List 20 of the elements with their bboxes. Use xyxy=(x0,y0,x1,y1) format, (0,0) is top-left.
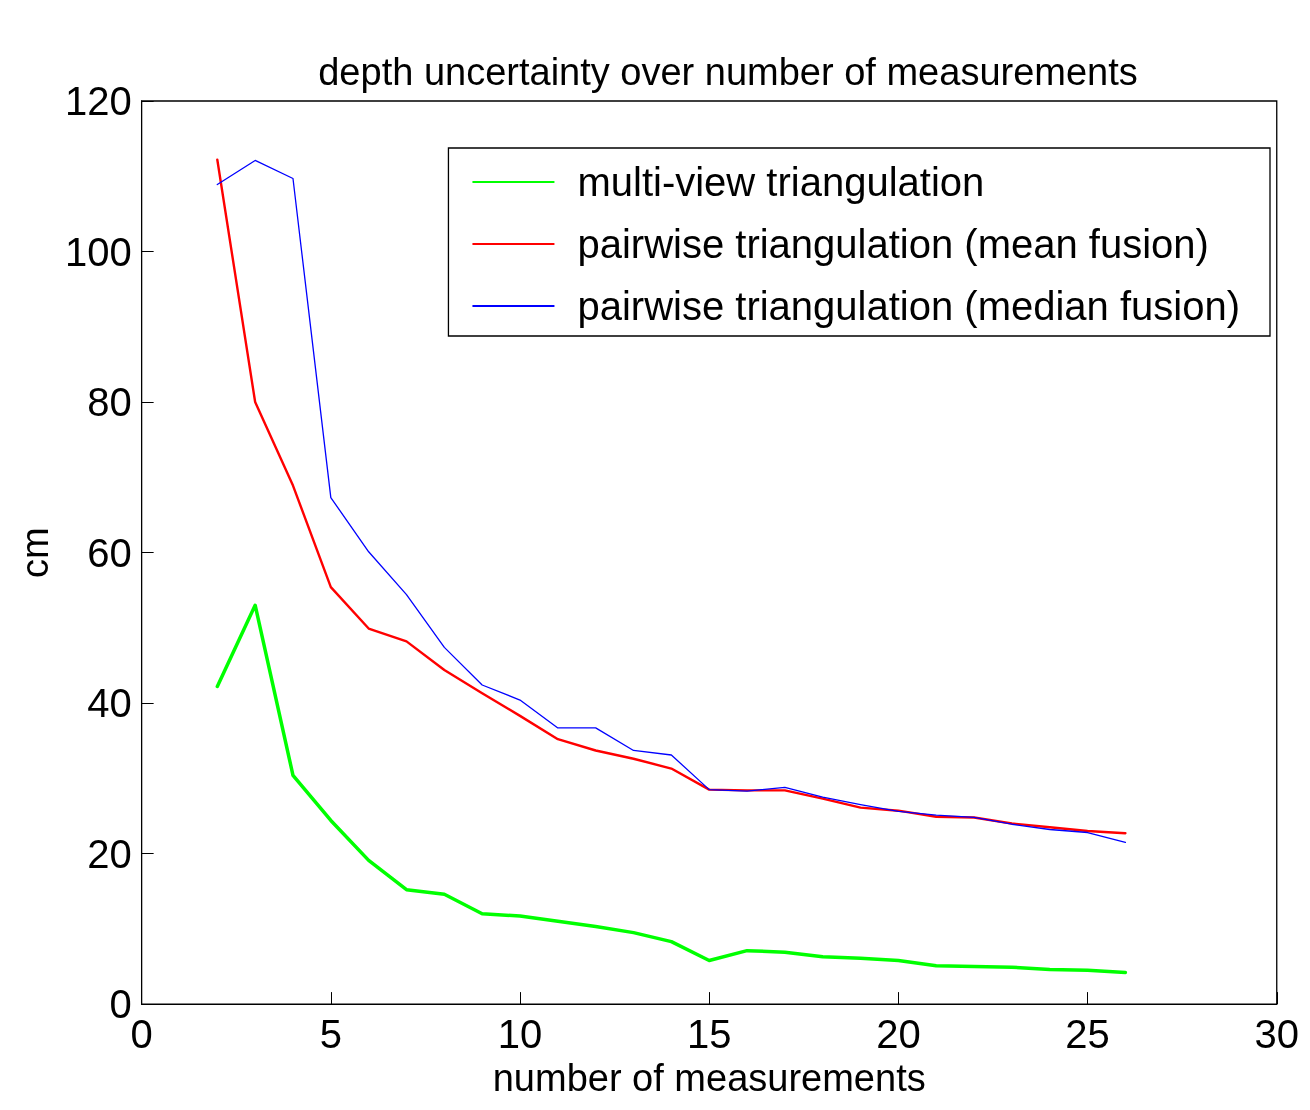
y-tick-label: 60 xyxy=(87,530,132,575)
y-tick-label: 20 xyxy=(87,831,132,876)
y-tick-label: 0 xyxy=(109,982,132,1027)
y-tick-label: 80 xyxy=(87,380,132,425)
y-tick-label: 120 xyxy=(64,79,132,123)
y-tick-label: 100 xyxy=(64,229,132,274)
line-series xyxy=(215,603,1128,975)
x-axis-title: number of measurements xyxy=(492,1057,926,1099)
x-tick-label: 15 xyxy=(686,1012,732,1057)
x-tick-label: 25 xyxy=(1065,1012,1110,1057)
legend-label: pairwise triangulation (median fusion) xyxy=(577,284,1240,328)
legend-label: pairwise triangulation (mean fusion) xyxy=(577,222,1209,266)
chart-title: depth uncertainty over number of measurements xyxy=(318,51,1138,93)
y-tick-label: 40 xyxy=(87,681,132,726)
x-tick-label: 20 xyxy=(876,1012,921,1057)
y-axis-title: cm xyxy=(14,527,56,578)
x-tick-label: 5 xyxy=(319,1012,342,1057)
legend-label: multi-view triangulation xyxy=(577,160,985,204)
x-tick-label: 30 xyxy=(1254,1012,1299,1057)
x-tick-label: 10 xyxy=(497,1012,543,1057)
